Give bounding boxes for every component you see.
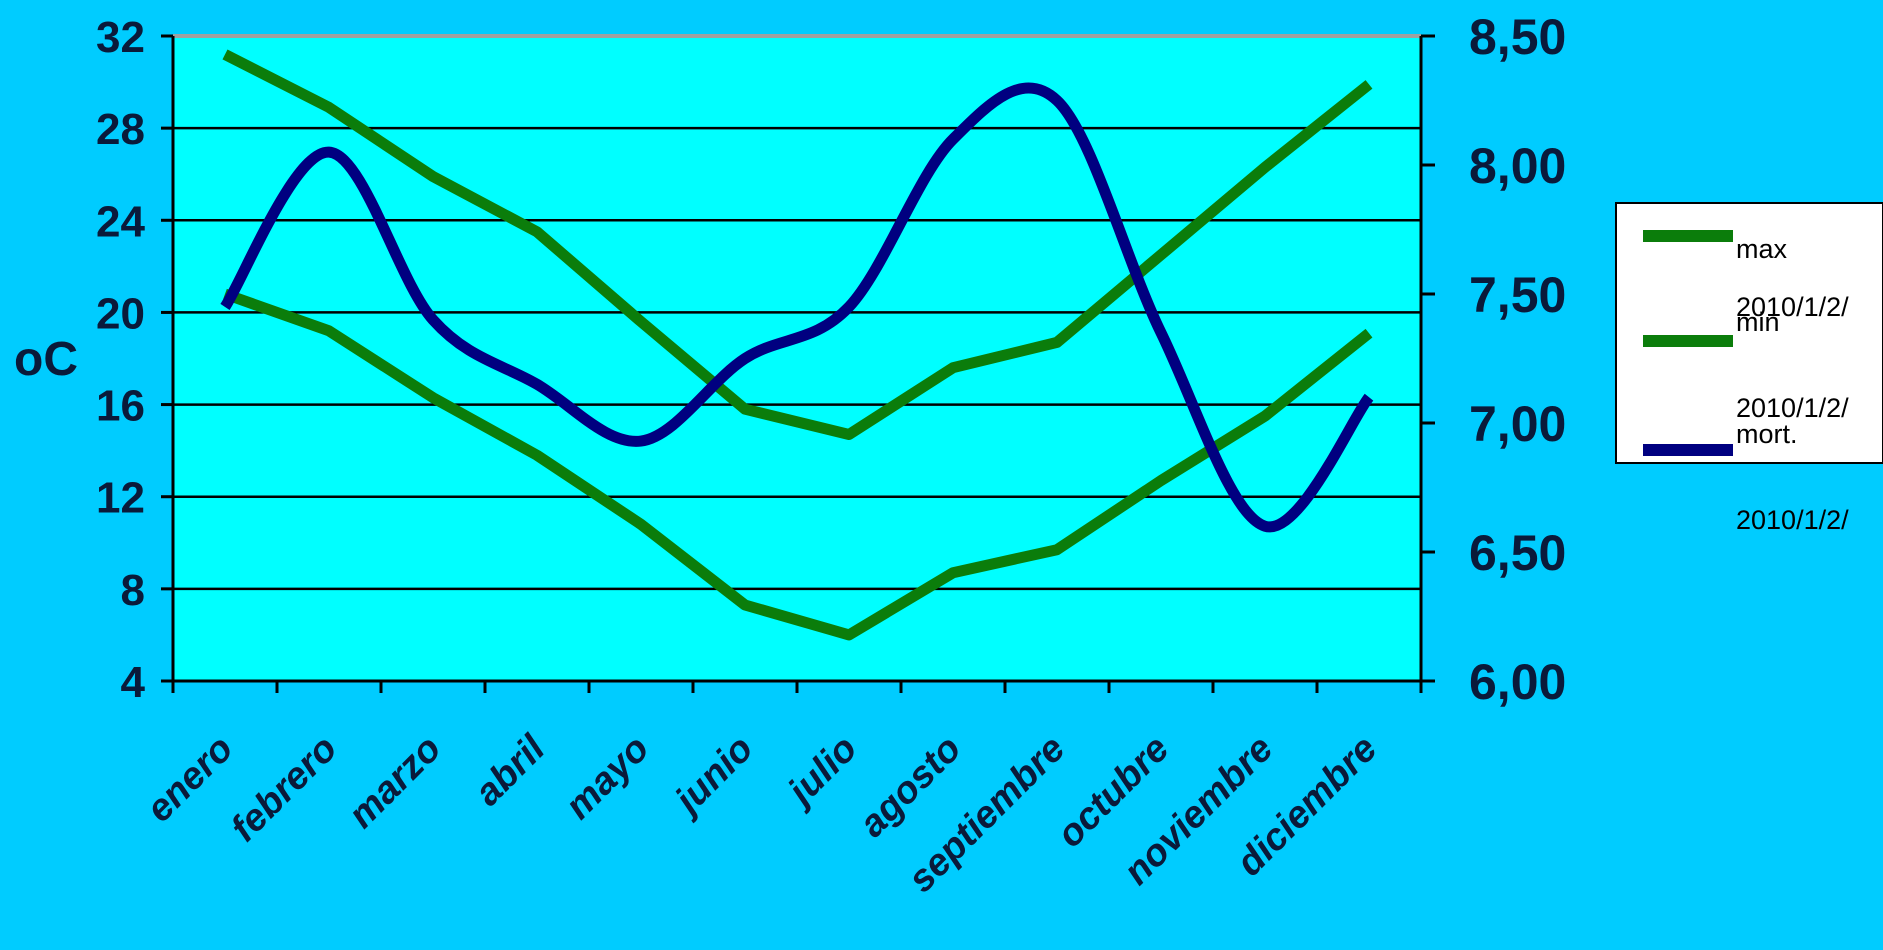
right-tick-label: 8,50 (1469, 9, 1566, 65)
x-category-label: marzo (341, 728, 450, 837)
legend-label-max: max (1736, 234, 1788, 264)
left-tick-label: 20 (96, 289, 145, 338)
left-tick-label: 12 (96, 474, 145, 523)
x-category-label: julio (777, 728, 865, 816)
x-category-label: abril (467, 727, 554, 814)
y-axis-label: oC (14, 333, 78, 386)
legend-label-min: min (1736, 307, 1780, 337)
legend: max 2010/1/2/ min 2010/1/2/ mort. 2010/1… (1616, 203, 1883, 535)
left-tick-label: 16 (96, 382, 145, 431)
legend-sublabel-mort: 2010/1/2/ (1736, 505, 1849, 535)
right-tick-label: 7,50 (1469, 267, 1566, 323)
x-category-label: junio (664, 728, 761, 825)
x-category-label: febrero (223, 728, 345, 850)
left-tick-label: 24 (96, 197, 145, 246)
x-category-label: enero (138, 728, 241, 831)
right-tick-label: 8,00 (1469, 138, 1566, 194)
left-tick-label: 8 (121, 566, 145, 615)
left-tick-label: 28 (96, 105, 145, 154)
x-category-label: mayo (557, 728, 657, 828)
legend-label-mort: mort. (1736, 419, 1798, 449)
right-tick-label: 6,50 (1469, 525, 1566, 581)
right-tick-label: 7,00 (1469, 396, 1566, 452)
left-tick-label: 4 (121, 658, 146, 707)
left-tick-label: 32 (96, 13, 145, 62)
right-tick-label: 6,00 (1469, 654, 1566, 710)
